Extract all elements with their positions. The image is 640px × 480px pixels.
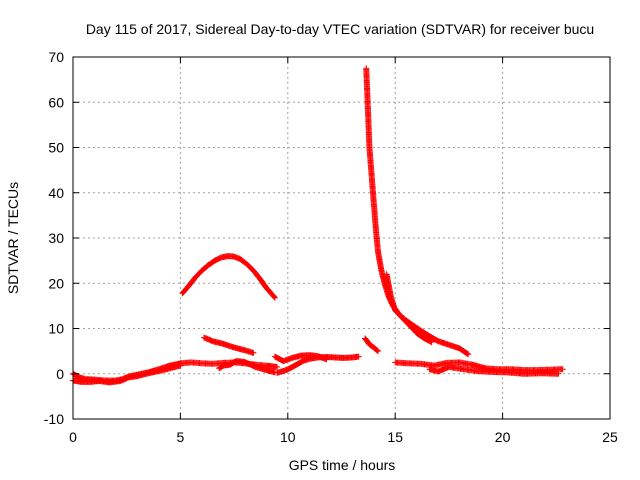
data-marker-track [362,335,381,355]
data-markers [70,65,566,386]
y-tick-label: 60 [48,94,64,110]
data-marker-track [179,253,278,301]
chart-title: Day 115 of 2017, Sidereal Day-to-day VTE… [86,21,594,37]
y-tick-label: 40 [48,185,64,201]
data-marker-track [426,364,562,377]
series-baseline-5-9.5h-alt [216,358,278,376]
series-baseline-15-22.8h-alt [426,364,562,377]
y-tick-label: 70 [48,49,64,65]
y-tick-label: -10 [44,411,64,427]
x-tick-label: 15 [387,429,403,445]
x-axis-label: GPS time / hours [289,457,396,473]
x-tick-label: 10 [280,429,296,445]
data-marker-track [216,358,278,376]
y-tick-label: 30 [48,230,64,246]
y-axis-label: SDTVAR / TECUs [5,182,21,294]
series-small-band-6-8.5h [201,334,257,356]
axis-ticks: 0 5 10 15 20 25 -10 0 10 20 30 40 50 60 70 [44,49,618,445]
data-marker-track [383,271,435,346]
data-marker-track [392,359,566,374]
series-baseline-15-22.8h [392,359,566,374]
y-tick-label: 20 [48,275,64,291]
y-tick-label: 10 [48,321,64,337]
series-rise-9.5-13.5h-alt [271,352,330,365]
data-marker-track [271,352,330,365]
x-tick-label: 5 [177,429,185,445]
series-small-band-13.6-14.2h [362,335,381,355]
x-tick-label: 0 [69,429,77,445]
x-tick-label: 25 [602,429,618,445]
series-arc-5-9.5h [179,253,278,301]
y-tick-label: 0 [56,366,64,382]
data-marker-track [201,334,257,356]
x-tick-label: 20 [495,429,511,445]
y-tick-label: 50 [48,140,64,156]
series-spike-13.6-18.5h-alt [383,271,435,346]
